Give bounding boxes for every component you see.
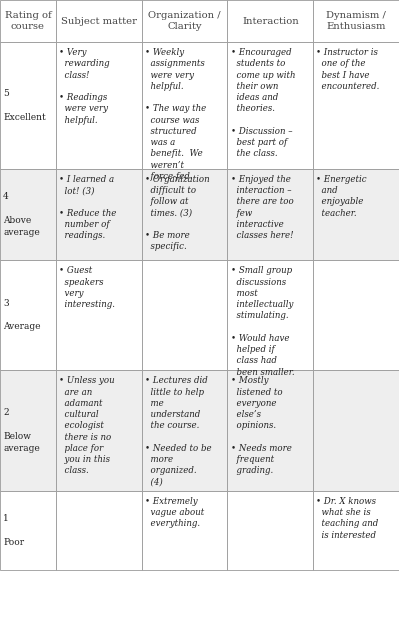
Bar [313,370,399,491]
Text: • Dr. X knows
  what she is
  teaching and
  is interested: • Dr. X knows what she is teaching and i… [316,497,379,540]
Bar [227,491,313,570]
Text: Organization /
Clarity: Organization / Clarity [148,11,221,31]
Text: Interaction: Interaction [242,17,299,25]
Bar [56,260,142,370]
Bar [227,169,313,260]
Bar [56,169,142,260]
Bar [142,491,227,570]
Bar [227,42,313,169]
Text: • Lectures did
  little to help
  me
  understand
  the course.

• Needed to be
: • Lectures did little to help me underst… [145,376,211,486]
Bar [56,42,142,169]
Bar [56,0,142,42]
Bar [0,260,56,370]
Bar [0,0,56,42]
Text: 5

Excellent: 5 Excellent [3,89,46,122]
Text: Rating of
course: Rating of course [4,11,51,31]
Text: • Unless you
  are an
  adamant
  cultural
  ecologist
  there is no
  place for: • Unless you are an adamant cultural eco… [59,376,115,475]
Text: • Guest
  speakers
  very
  interesting.: • Guest speakers very interesting. [59,266,115,309]
Bar [142,42,227,169]
Bar [227,370,313,491]
Text: • Weekly
  assignments
  were very
  helpful.

• The way the
  course was
  stru: • Weekly assignments were very helpful. … [145,48,206,181]
Bar [313,260,399,370]
Text: 2

Below
average: 2 Below average [3,408,40,452]
Text: • I learned a
  lot! (3)

• Reduce the
  number of
  readings.: • I learned a lot! (3) • Reduce the numb… [59,175,117,240]
Bar [227,260,313,370]
Text: 4

Above
average: 4 Above average [3,192,40,237]
Text: • Energetic
  and
  enjoyable
  teacher.: • Energetic and enjoyable teacher. [316,175,367,218]
Bar [142,169,227,260]
Bar [56,370,142,491]
Text: • Small group
  discussions
  most
  intellectually
  stimulating.

• Would have: • Small group discussions most intellect… [231,266,294,376]
Bar [0,491,56,570]
Bar [0,169,56,260]
Text: • Very
  rewarding
  class!

• Readings
  were very
  helpful.: • Very rewarding class! • Readings were … [59,48,110,125]
Text: • Enjoyed the
  interaction –
  there are too
  few
  interactive
  classes here: • Enjoyed the interaction – there are to… [231,175,293,240]
Bar [0,42,56,169]
Text: 3

Average: 3 Average [3,299,41,331]
Bar [142,260,227,370]
Text: • Extremely
  vague about
  everything.: • Extremely vague about everything. [145,497,204,528]
Text: Dynamism /
Enthusiasm: Dynamism / Enthusiasm [326,11,386,31]
Text: • Mostly
  listened to
  everyone
  else’s
  opinions.

• Needs more
  frequent
: • Mostly listened to everyone else’s opi… [231,376,292,475]
Bar [56,491,142,570]
Text: • Instructor is
  one of the
  best I have
  encountered.: • Instructor is one of the best I have e… [316,48,380,91]
Bar [227,0,313,42]
Bar [0,370,56,491]
Text: • Encouraged
  students to
  come up with
  their own
  ideas and
  theories.

•: • Encouraged students to come up with th… [231,48,295,158]
Bar [142,0,227,42]
Bar [313,42,399,169]
Bar [313,491,399,570]
Bar [313,169,399,260]
Text: Subject matter: Subject matter [61,17,137,25]
Text: 1

Poor: 1 Poor [3,514,24,546]
Bar [142,370,227,491]
Bar [313,0,399,42]
Text: • Organization
  difficult to
  follow at
  times. (3)

• Be more
  specific.: • Organization difficult to follow at ti… [145,175,209,252]
